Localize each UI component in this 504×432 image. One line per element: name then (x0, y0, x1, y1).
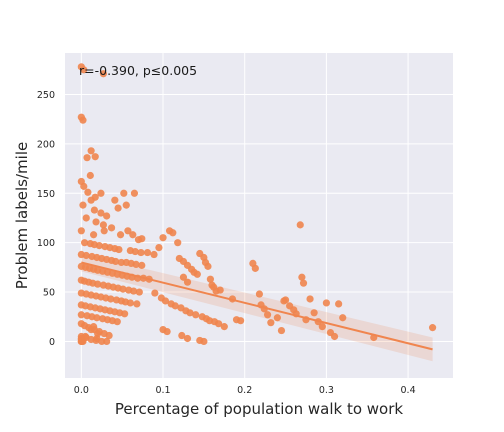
data-point (335, 300, 342, 307)
data-point (117, 231, 124, 238)
data-point (79, 202, 86, 209)
data-point (120, 190, 127, 197)
data-point (221, 323, 228, 330)
data-point (300, 280, 307, 287)
x-tick-label: 0.0 (74, 385, 89, 396)
data-point (297, 221, 304, 228)
data-point (103, 212, 110, 219)
data-point (108, 224, 115, 231)
data-point (103, 338, 110, 345)
data-point (91, 206, 98, 213)
data-point (306, 295, 313, 302)
y-axis-label: Problem labels/mile (13, 142, 31, 289)
data-point (151, 289, 158, 296)
data-point (204, 263, 211, 270)
data-point (155, 244, 162, 251)
x-axis-ticks: 0.0 0.1 0.2 0.3 0.4 (74, 385, 416, 396)
data-point (192, 311, 199, 318)
data-point (159, 234, 166, 241)
data-point (331, 333, 338, 340)
y-tick-label: 250 (37, 90, 55, 101)
x-tick-label: 0.4 (401, 385, 416, 396)
data-point (129, 231, 136, 238)
data-point (174, 239, 181, 246)
data-point (319, 323, 326, 330)
data-point (274, 314, 281, 321)
y-axis-ticks: 0 50 100 150 200 250 (37, 90, 55, 348)
data-point (323, 299, 330, 306)
x-tick-label: 0.1 (155, 385, 170, 396)
data-point (90, 231, 97, 238)
data-point (200, 338, 207, 345)
data-point (131, 190, 138, 197)
data-point (114, 204, 121, 211)
data-point (237, 317, 244, 324)
data-point (267, 319, 274, 326)
data-point (111, 197, 118, 204)
data-point (184, 335, 191, 342)
y-tick-label: 200 (37, 139, 55, 150)
x-axis-label: Percentage of population walk to work (115, 400, 403, 418)
data-point (169, 229, 176, 236)
data-point (78, 227, 85, 234)
data-point (164, 328, 171, 335)
data-point (150, 251, 157, 258)
data-point (83, 214, 90, 221)
y-tick-label: 100 (37, 238, 55, 249)
data-point (339, 314, 346, 321)
data-point (78, 336, 85, 343)
data-point (138, 235, 145, 242)
data-point (114, 318, 121, 325)
data-point (84, 189, 91, 196)
correlation-annotation: r=-0.390, p≤0.005 (79, 63, 197, 78)
data-point (138, 262, 145, 269)
data-point (101, 227, 108, 234)
x-tick-label: 0.2 (237, 385, 252, 396)
data-point (88, 197, 95, 204)
data-point (264, 311, 271, 318)
data-point (137, 249, 144, 256)
data-point (92, 153, 99, 160)
data-point (79, 117, 86, 124)
data-point (278, 327, 285, 334)
data-point (83, 154, 90, 161)
data-point (252, 265, 259, 272)
data-point (133, 300, 140, 307)
data-point (80, 183, 87, 190)
data-point (93, 335, 100, 342)
data-point (184, 279, 191, 286)
data-point (92, 218, 99, 225)
data-point (121, 310, 128, 317)
data-point (127, 299, 134, 306)
data-point (311, 309, 318, 316)
data-point (123, 202, 130, 209)
data-point (280, 297, 287, 304)
data-point (90, 323, 97, 330)
y-tick-label: 150 (37, 189, 55, 200)
data-point (429, 324, 436, 331)
data-point (194, 271, 201, 278)
data-point (217, 286, 224, 293)
y-tick-label: 0 (49, 337, 55, 348)
data-point (115, 246, 122, 253)
data-point (144, 249, 151, 256)
data-point (136, 288, 143, 295)
data-point (88, 147, 95, 154)
x-tick-label: 0.3 (319, 385, 334, 396)
data-point (87, 172, 94, 179)
y-tick-label: 50 (43, 288, 55, 299)
data-point (256, 290, 263, 297)
